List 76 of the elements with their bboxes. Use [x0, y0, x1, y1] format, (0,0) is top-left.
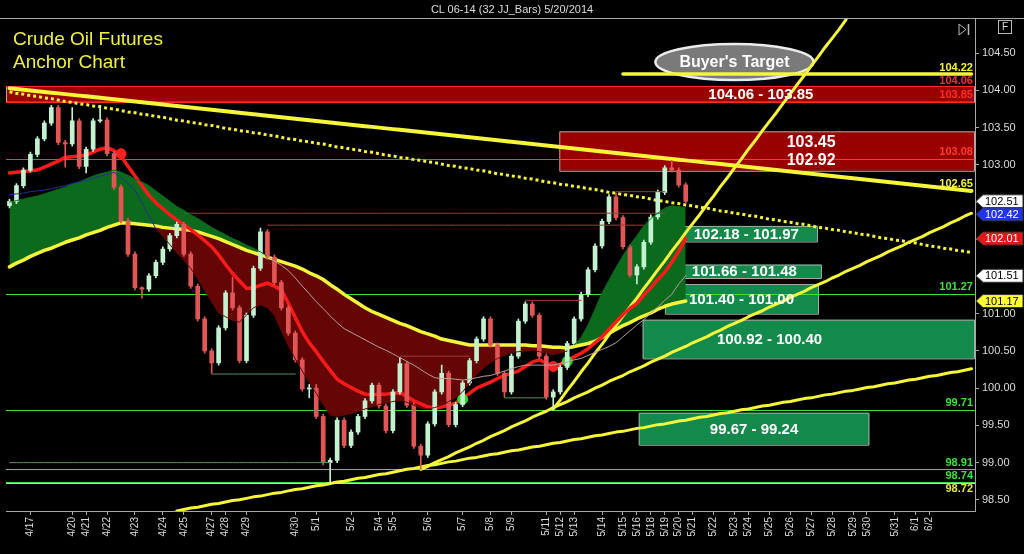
x-tick-label: 5/5: [386, 516, 398, 531]
x-tick-label: 5/22: [707, 516, 719, 537]
y-tick-label: 98.50: [982, 492, 1010, 505]
text: 102.42: [985, 207, 1019, 220]
y-tick-label: 99.50: [982, 418, 1010, 431]
ref-line-label: 98.72: [945, 481, 973, 494]
x-tick-label: 5/11: [540, 516, 552, 536]
y-tick-label: 101.00: [982, 306, 1016, 319]
x-tick-label: 5/24: [742, 516, 754, 537]
x-tick-label: 5/30: [860, 516, 872, 537]
x-tick-label: 4/24: [156, 516, 168, 537]
x-tick-label: 5/21: [686, 516, 698, 537]
x-tick-label: 4/20: [65, 516, 77, 537]
x-tick-label: 5/6: [421, 516, 433, 531]
y-tick-label: 103.00: [982, 157, 1016, 170]
text: 102.51: [985, 194, 1019, 207]
x-tick-label: 4/27: [205, 516, 217, 537]
annotation: 102.92: [786, 151, 836, 169]
chart-title: CL 06-14 (32 JJ_Bars) 5/20/2014: [430, 2, 594, 15]
x-tick-label: 5/8: [484, 516, 496, 531]
y-tick-label: 100.00: [982, 381, 1016, 394]
y-tick-label: 99.00: [982, 455, 1010, 468]
band-label: 102.18 - 101.97: [693, 224, 799, 242]
x-tick-label: 4/23: [128, 516, 140, 537]
ref-line-label: 103.85: [939, 88, 973, 101]
x-tick-label: 5/2: [344, 516, 356, 531]
ref-line-label: 103.08: [939, 145, 973, 158]
ref-line-label: 101.27: [939, 280, 973, 293]
ref-line-label: 99.71: [945, 396, 973, 409]
x-tick-label: 5/28: [825, 516, 837, 537]
text: Crude Oil Futures Anchor Chart: [13, 27, 163, 72]
x-tick-label: 5/27: [804, 516, 816, 537]
data-label: 104.22: [939, 60, 973, 73]
x-tick-label: 5/7: [456, 516, 468, 531]
x-tick-label: 4/25: [177, 516, 189, 537]
x-tick-label: 6/2: [923, 516, 935, 531]
ref-line-label: 104.06: [939, 73, 973, 86]
band-label: 101.66 - 101.48: [691, 262, 797, 280]
x-tick-label: 5/23: [728, 516, 740, 537]
x-tick-label: 5/31: [888, 516, 900, 537]
x-tick-label: 5/29: [846, 516, 858, 537]
x-tick-label: 5/15: [616, 516, 628, 537]
band-label: 100.92 - 100.40: [717, 330, 823, 348]
x-tick-label: 4/29: [240, 516, 252, 537]
annotation: 103.45: [786, 132, 836, 150]
x-tick-label: 6/1: [909, 516, 921, 531]
x-tick-label: 5/20: [672, 516, 684, 537]
band-label: 99.67 - 99.24: [709, 419, 799, 437]
x-tick-label: 4/22: [100, 516, 112, 537]
x-tick-label: 5/25: [763, 516, 775, 537]
x-tick-label: 5/9: [505, 516, 517, 531]
x-tick-label: 5/12: [553, 516, 565, 537]
text: 101.17: [985, 294, 1019, 307]
x-tick-label: 4/30: [289, 516, 301, 537]
x-tick-label: 5/1: [309, 516, 321, 531]
x-tick-label: 5/26: [784, 516, 796, 537]
y-tick-label: 104.50: [982, 46, 1016, 59]
toolbar-button: F: [998, 20, 1012, 34]
ref-line-label: 98.91: [945, 455, 973, 468]
text: 101.51: [985, 269, 1019, 282]
x-tick-label: 5/19: [658, 516, 670, 537]
x-tick-label: 5/13: [567, 516, 579, 537]
y-tick-label: 104.00: [982, 83, 1016, 96]
data-label: 102.65: [939, 177, 973, 190]
x-tick-label: 4/21: [79, 516, 91, 537]
y-tick-label: 103.50: [982, 120, 1016, 133]
x-tick-label: 5/4: [372, 516, 384, 531]
y-tick-label: 100.50: [982, 343, 1016, 356]
x-tick-label: 5/18: [644, 516, 656, 537]
x-tick-label: 4/17: [24, 516, 36, 537]
x-tick-label: 5/14: [595, 516, 607, 537]
annotation: Buyer's Target: [679, 53, 791, 71]
ref-line-label: 98.74: [945, 468, 974, 481]
x-tick-label: 5/16: [630, 516, 642, 537]
x-tick-label: 4/28: [219, 516, 231, 537]
text: 102.01: [985, 232, 1019, 245]
